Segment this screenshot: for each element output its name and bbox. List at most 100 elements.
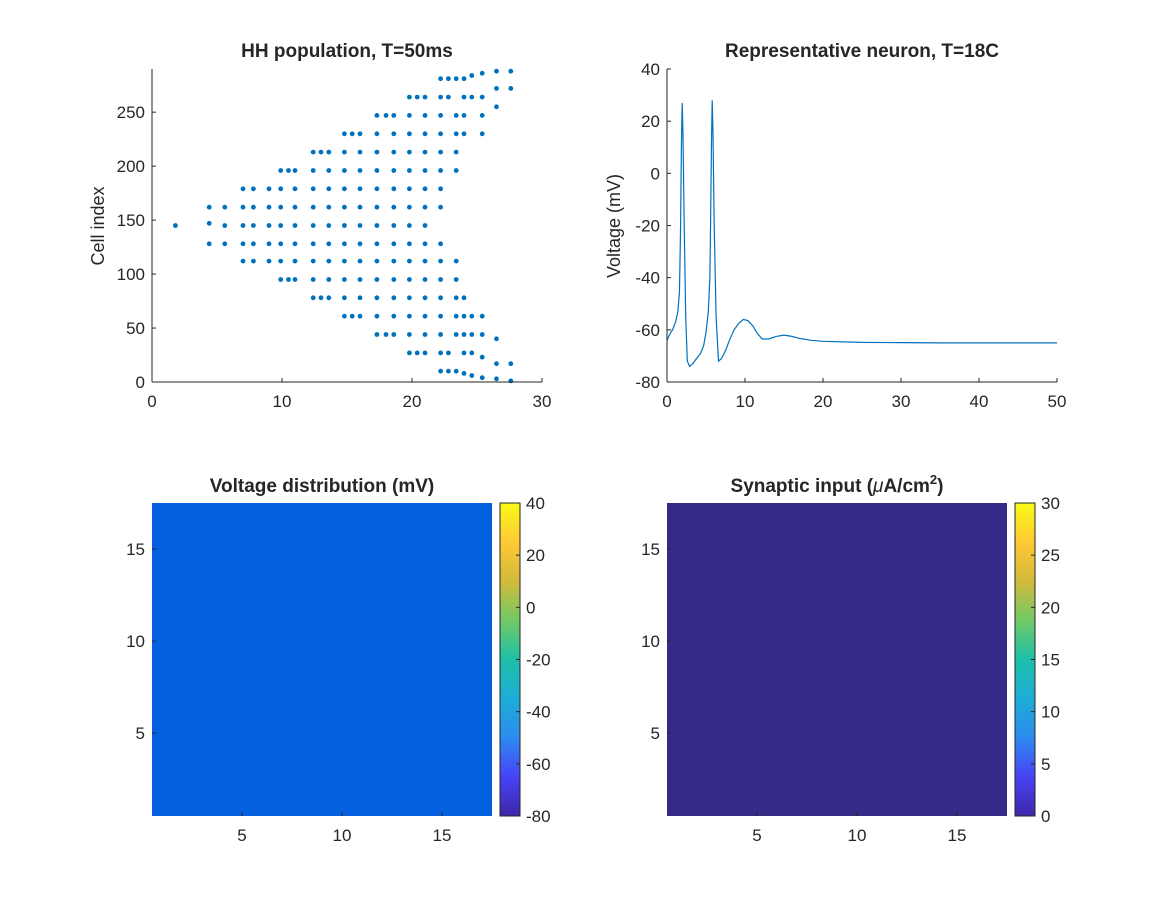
spike-point bbox=[374, 277, 380, 282]
spike-point bbox=[494, 376, 499, 382]
voltage-heatmap-image bbox=[152, 503, 492, 816]
spike-point bbox=[266, 258, 272, 264]
spike-point bbox=[438, 295, 443, 301]
spike-point bbox=[374, 204, 380, 210]
spike-point bbox=[407, 241, 412, 247]
spike-point bbox=[342, 186, 347, 192]
colorbar-tick-label: -40 bbox=[526, 703, 551, 722]
x-tick-label: 50 bbox=[1048, 392, 1067, 411]
spike-point bbox=[374, 295, 380, 301]
spike-point bbox=[422, 313, 428, 319]
spike-point bbox=[310, 223, 316, 228]
voltage-colorbar-ticks: -80 -60 -40 -20 0 20 40 bbox=[516, 494, 551, 826]
spike-point bbox=[383, 113, 389, 118]
spike-point bbox=[357, 313, 363, 319]
spike-point bbox=[391, 223, 397, 228]
spike-point bbox=[374, 313, 380, 319]
spike-point bbox=[508, 378, 514, 384]
spike-point bbox=[422, 350, 428, 356]
spike-point bbox=[479, 94, 485, 100]
spike-point bbox=[374, 131, 380, 137]
spike-point bbox=[278, 168, 284, 173]
spike-point bbox=[422, 258, 428, 264]
spike-point bbox=[240, 186, 246, 192]
x-tick-label: 0 bbox=[147, 392, 156, 411]
colorbar-tick-label: 10 bbox=[1041, 703, 1060, 722]
spike-point bbox=[453, 149, 459, 155]
spike-point bbox=[342, 149, 347, 155]
spike-point bbox=[251, 204, 256, 210]
spike-point bbox=[374, 241, 380, 247]
spike-point bbox=[374, 186, 380, 192]
spike-point bbox=[278, 277, 284, 282]
synaptic-heatmap-panel: Synaptic input (μA/cm2) 5 10 15 5 10 15 0 5 10 1… bbox=[641, 472, 1060, 845]
spike-point bbox=[278, 204, 284, 210]
synaptic-heatmap-image bbox=[667, 503, 1007, 816]
spike-point bbox=[422, 204, 428, 210]
spike-point bbox=[286, 277, 291, 282]
spike-point bbox=[391, 168, 397, 173]
raster-plot-title: HH population, T=50ms bbox=[241, 41, 453, 62]
spike-point bbox=[407, 94, 412, 100]
spike-point bbox=[453, 368, 459, 374]
spike-point bbox=[494, 336, 499, 342]
voltage-heatmap-panel: Voltage distribution (mV) 5 10 15 5 10 15 -80… bbox=[126, 476, 551, 845]
spike-point bbox=[286, 168, 291, 173]
spike-point bbox=[446, 368, 451, 374]
y-tick-label: 250 bbox=[117, 103, 145, 122]
spike-point bbox=[342, 131, 347, 137]
spike-point bbox=[453, 76, 459, 82]
spike-point bbox=[453, 168, 459, 173]
colorbar-tick-label: 20 bbox=[526, 546, 545, 565]
voltage-heatmap-axes: 5 10 15 5 10 15 bbox=[126, 540, 451, 845]
spike-point bbox=[391, 186, 397, 192]
y-tick-label: 0 bbox=[651, 164, 660, 183]
spike-point bbox=[374, 168, 380, 173]
spike-point bbox=[438, 204, 443, 210]
spike-point bbox=[222, 241, 228, 247]
spike-point bbox=[349, 313, 355, 319]
spike-point bbox=[438, 131, 443, 137]
spike-point bbox=[391, 277, 397, 282]
spike-point bbox=[469, 373, 475, 378]
spike-point bbox=[422, 186, 428, 192]
spike-point bbox=[422, 131, 428, 137]
synaptic-colorbar-ticks: 0 5 10 15 20 25 30 bbox=[1031, 494, 1060, 826]
synaptic-title-prefix: Synaptic input ( bbox=[731, 476, 874, 497]
spike-point bbox=[206, 204, 212, 210]
spike-point bbox=[374, 332, 380, 337]
spike-point bbox=[310, 204, 316, 210]
x-tick-label: 0 bbox=[662, 392, 671, 411]
x-tick-label: 20 bbox=[403, 392, 422, 411]
spike-point bbox=[438, 313, 443, 319]
spike-point bbox=[422, 223, 428, 228]
spike-point bbox=[479, 354, 485, 360]
spike-point bbox=[494, 104, 499, 110]
spike-point bbox=[479, 113, 485, 118]
x-tick-label: 5 bbox=[752, 826, 761, 845]
colorbar-tick-label: 5 bbox=[1041, 755, 1050, 774]
spike-point bbox=[251, 258, 256, 264]
spike-point bbox=[326, 204, 332, 210]
spike-point bbox=[469, 350, 475, 356]
spike-point bbox=[407, 295, 412, 301]
spike-point bbox=[292, 168, 298, 173]
spike-point bbox=[318, 295, 324, 301]
spike-point bbox=[222, 204, 228, 210]
spike-point bbox=[357, 223, 363, 228]
synaptic-heatmap-axes: 5 10 15 5 10 15 bbox=[641, 540, 966, 845]
spike-point bbox=[391, 113, 397, 118]
spike-point bbox=[266, 223, 272, 228]
spike-point bbox=[461, 131, 467, 137]
spike-point bbox=[292, 186, 298, 192]
spike-point bbox=[407, 350, 412, 356]
spike-point bbox=[422, 295, 428, 301]
x-tick-label: 15 bbox=[948, 826, 967, 845]
spike-point bbox=[318, 149, 324, 155]
spike-point bbox=[240, 241, 246, 247]
spike-point bbox=[342, 295, 347, 301]
spike-point bbox=[479, 70, 485, 76]
raster-axes: 0 10 20 30 0 50 100 150 200 250 bbox=[117, 69, 551, 411]
spike-point bbox=[469, 332, 475, 337]
spike-point bbox=[453, 295, 459, 301]
